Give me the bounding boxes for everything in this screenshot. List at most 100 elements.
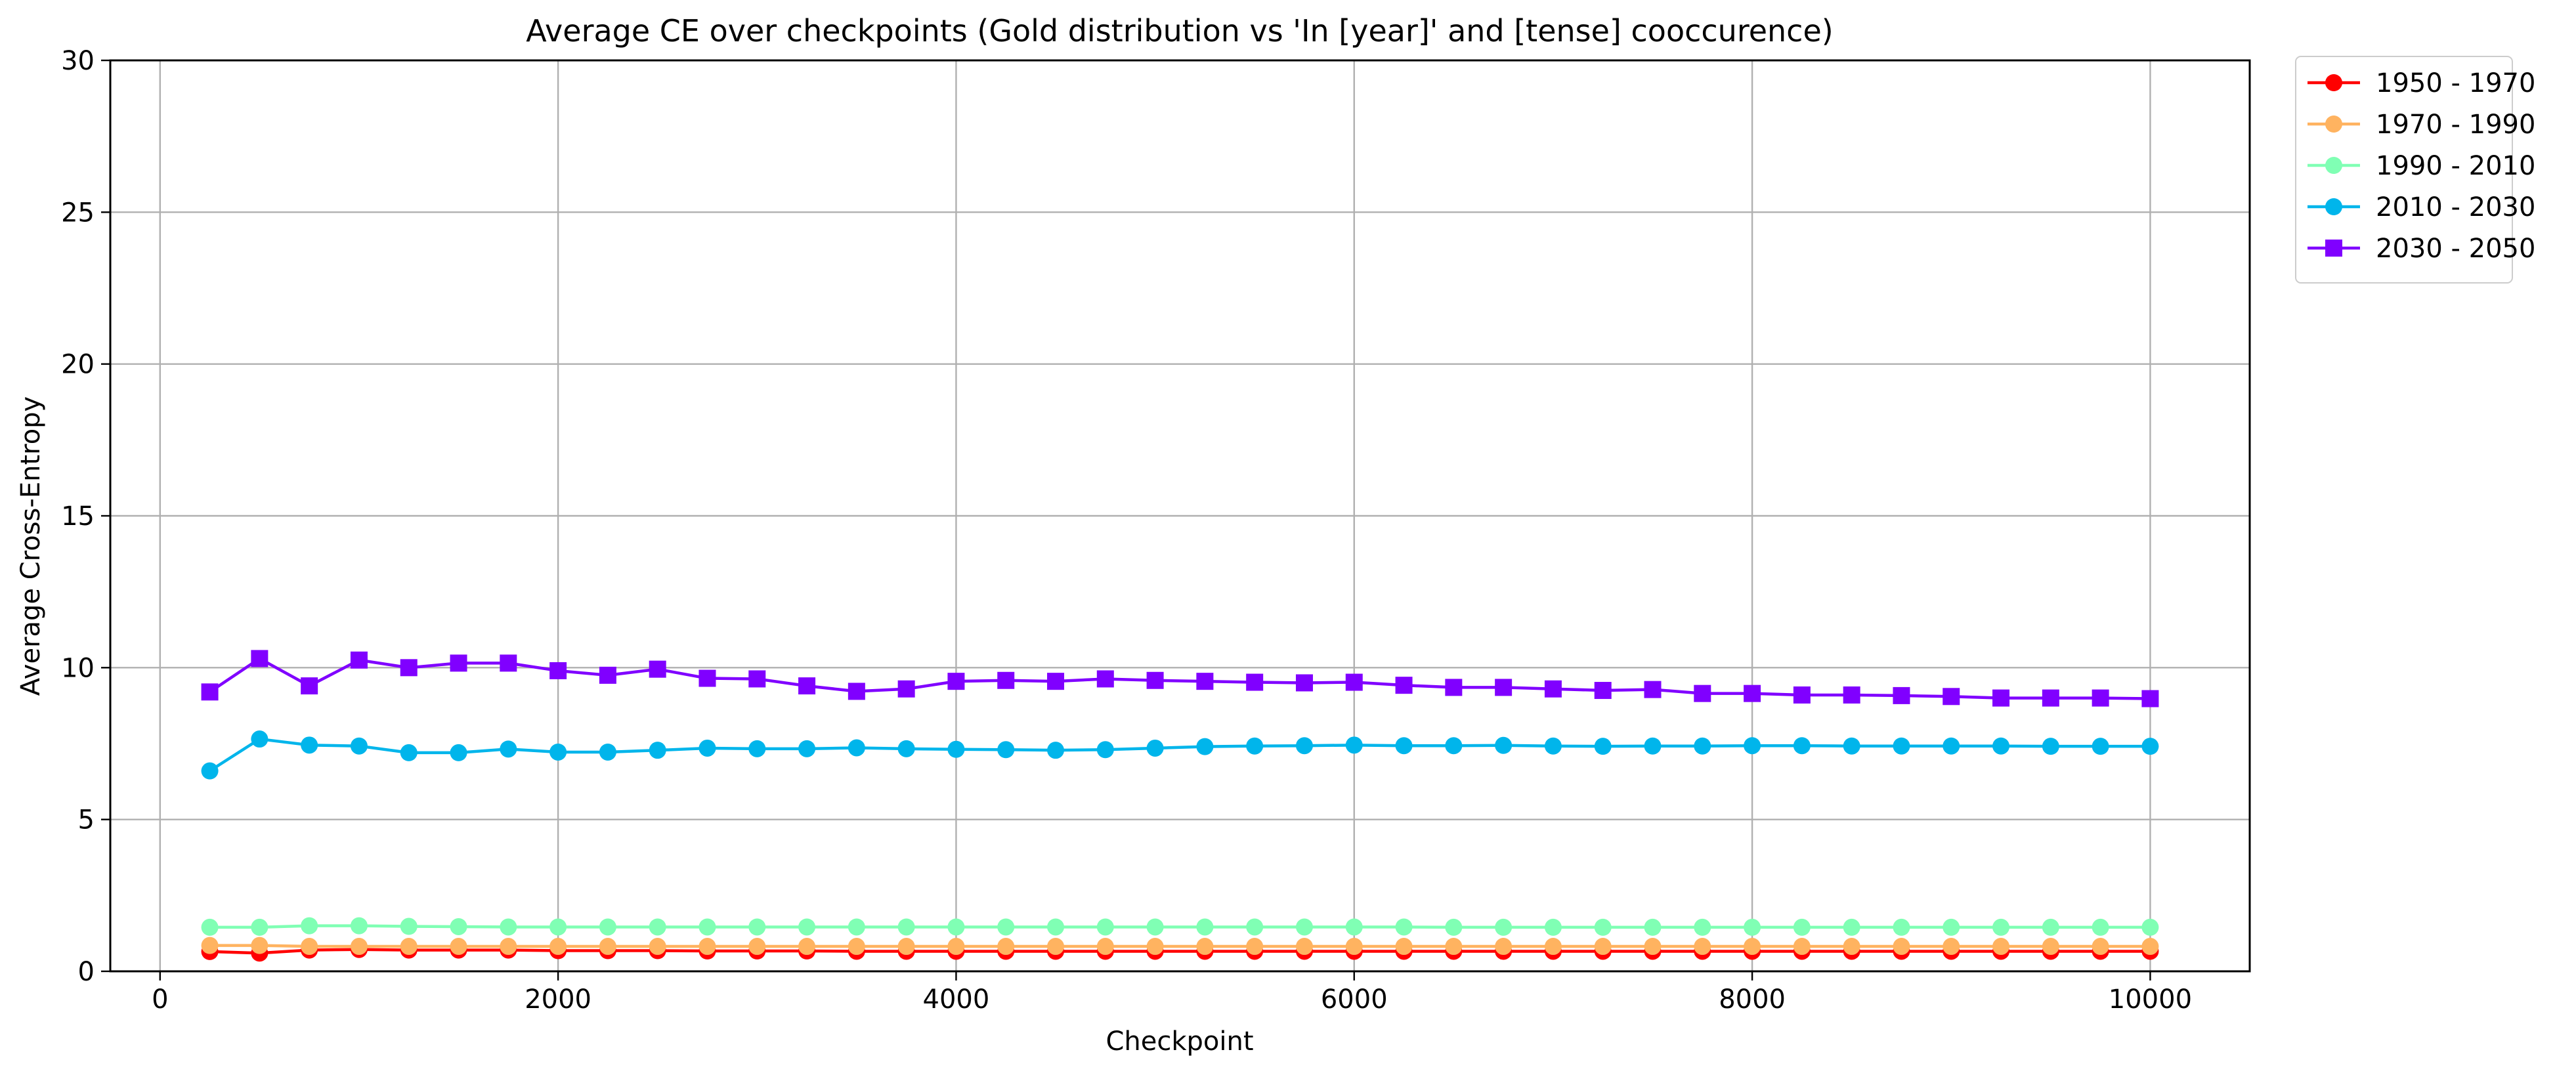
data-point (1594, 682, 1612, 700)
data-point (997, 741, 1015, 759)
data-point (748, 918, 766, 936)
data-point (1246, 673, 1264, 691)
data-point (1096, 670, 1114, 688)
data-point (1495, 736, 1513, 754)
data-point (400, 917, 418, 935)
data-point (748, 938, 766, 956)
data-point (1096, 918, 1114, 936)
data-point (2141, 690, 2159, 707)
data-point (1793, 686, 1811, 704)
data-point (1395, 938, 1413, 956)
grid-lines (110, 59, 2250, 973)
legend-label: 2010 - 2030 (2376, 192, 2535, 222)
data-point (848, 938, 865, 956)
data-point (1644, 681, 1662, 698)
data-point (350, 737, 368, 755)
legend-item: 2010 - 2030 (2308, 192, 2535, 222)
data-point (301, 736, 318, 754)
data-point (1893, 918, 1910, 936)
data-point (1843, 686, 1860, 704)
data-point (1992, 737, 2010, 755)
series-1 (201, 940, 2159, 962)
data-point (798, 918, 816, 936)
data-point (1644, 737, 1662, 755)
data-point (400, 744, 418, 761)
data-point (1246, 737, 1264, 755)
data-point (1594, 938, 1612, 956)
data-point (1992, 918, 2010, 936)
data-point (1295, 938, 1313, 956)
data-point (1146, 739, 1164, 757)
data-point (897, 740, 915, 757)
data-point (1694, 685, 1711, 702)
data-point (1943, 737, 1960, 755)
data-point (1744, 685, 1761, 702)
data-point (201, 918, 219, 936)
x-axis-label: Checkpoint (1106, 1026, 1253, 1057)
data-point (1495, 938, 1513, 956)
data-point (1943, 938, 1960, 956)
data-point (748, 740, 766, 757)
data-point (848, 918, 865, 936)
data-point (500, 918, 517, 936)
data-point (1544, 938, 1562, 956)
data-point (1196, 918, 1214, 936)
data-point (599, 666, 616, 684)
data-point (1146, 671, 1164, 689)
data-point (251, 650, 268, 667)
data-point (2141, 938, 2159, 956)
data-point (500, 740, 517, 758)
data-point (947, 673, 965, 690)
legend-marker (2325, 198, 2342, 215)
y-tick-label: 25 (61, 198, 95, 228)
data-point (450, 654, 467, 672)
data-point (897, 918, 915, 936)
data-point (1843, 918, 1860, 936)
data-point (649, 660, 666, 678)
series-line (209, 657, 2151, 700)
data-point (2092, 738, 2109, 755)
data-point (1047, 918, 1065, 936)
data-point (1544, 680, 1562, 698)
data-point (1744, 737, 1761, 755)
data-point (1246, 938, 1264, 956)
data-point (1047, 742, 1065, 759)
data-point (848, 739, 865, 757)
data-point (1893, 686, 1910, 704)
data-point (1196, 673, 1214, 690)
y-tick-label: 30 (61, 46, 95, 76)
data-point (400, 938, 418, 956)
data-point (301, 917, 318, 935)
data-point (1445, 737, 1463, 755)
data-point (1395, 918, 1413, 936)
data-point (1992, 689, 2010, 707)
legend-box (2295, 56, 2513, 284)
data-point (1992, 938, 2010, 956)
data-point (1345, 736, 1363, 754)
data-point (1345, 918, 1363, 936)
data-point (947, 740, 965, 758)
series-3 (201, 917, 2159, 936)
data-point (1196, 738, 1214, 755)
data-point (1744, 938, 1761, 956)
series-line (209, 948, 2151, 955)
data-point (1644, 918, 1662, 936)
data-point (301, 938, 318, 956)
data-point (1893, 938, 1910, 956)
data-point (1893, 737, 1910, 755)
series-4 (201, 730, 2159, 780)
legend-marker (2325, 240, 2342, 257)
data-point (400, 659, 418, 677)
data-point (2042, 918, 2059, 936)
chart-title: Average CE over checkpoints (Gold distri… (526, 13, 1833, 49)
data-point (897, 938, 915, 956)
data-point (1345, 938, 1363, 956)
data-point (1694, 737, 1711, 755)
y-tick-label: 15 (61, 501, 95, 532)
data-point (1395, 677, 1413, 694)
y-tick-label: 10 (61, 653, 95, 683)
data-point (997, 938, 1015, 956)
data-point (1843, 938, 1860, 956)
data-point (649, 918, 666, 936)
data-point (1793, 938, 1811, 956)
